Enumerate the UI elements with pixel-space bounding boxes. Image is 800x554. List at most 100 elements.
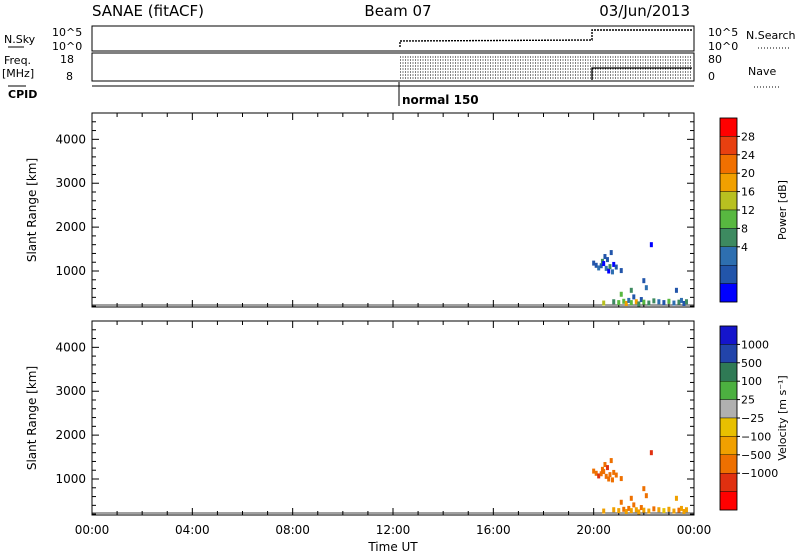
data-point (624, 508, 628, 514)
x-tick-label: 08:00 (275, 523, 310, 537)
colorbar-segment (719, 381, 738, 400)
colorbar-segment (719, 417, 738, 437)
data-point (642, 507, 646, 513)
cpid-text: normal 150 (402, 93, 479, 107)
data-point (605, 465, 609, 471)
nave-tick-high: 80 (708, 53, 722, 66)
y-tick-label: 2000 (55, 220, 86, 234)
data-point (637, 509, 641, 515)
colorbar-segment (719, 473, 738, 492)
data-point (622, 506, 626, 512)
data-point (642, 299, 646, 305)
x-tick-label: 12:00 (376, 523, 411, 537)
colorbar-tick-label: 1000 (741, 338, 769, 351)
data-point (604, 473, 608, 479)
freq-label-1: Freq. (4, 54, 31, 67)
x-tick-label: 20:00 (576, 523, 611, 537)
colorbar-tick-label: 12 (741, 204, 755, 217)
colorbar-tick-label: 100 (741, 375, 762, 388)
data-point (607, 268, 611, 274)
colorbar-label: Velocity [m s⁻¹] (776, 375, 789, 460)
colorbar-segment (719, 172, 738, 192)
data-point (662, 300, 666, 306)
data-point (627, 297, 631, 303)
data-point (644, 285, 648, 291)
data-point (674, 287, 678, 293)
data-point (639, 297, 643, 303)
data-point (672, 508, 676, 514)
data-point (682, 300, 686, 306)
data-point (612, 261, 616, 267)
data-point (667, 506, 671, 512)
data-point (629, 508, 633, 514)
x-axis-label: Time UT (367, 540, 418, 554)
plot-frame (91, 320, 695, 516)
data-point (677, 299, 681, 305)
data-point (603, 254, 607, 260)
freq-tick-high: 18 (60, 53, 74, 66)
data-point (612, 299, 616, 305)
date-title: 03/Jun/2013 (599, 2, 690, 20)
nave-trace-line (591, 67, 692, 80)
colorbar-segment (719, 491, 738, 511)
y-tick-label: 2000 (55, 428, 86, 442)
data-point (639, 505, 643, 511)
freq-nave-trace (400, 56, 692, 80)
beam-title: Beam 07 (364, 2, 431, 20)
data-point (612, 507, 616, 513)
data-point (614, 264, 618, 270)
data-point (662, 508, 666, 514)
data-point (682, 508, 686, 514)
freq-tick-low: 8 (66, 70, 73, 83)
y-tick-label: 1000 (55, 264, 86, 278)
data-point (679, 297, 683, 303)
nsky-label: N.Sky (4, 33, 36, 46)
colorbar-tick-label: −25 (741, 412, 764, 425)
colorbar-segment (719, 246, 738, 266)
y-axis-label: Slant Range [km] (25, 366, 39, 470)
data-point (610, 269, 614, 275)
nsky-trace (399, 29, 692, 47)
nsearch-label: N.Search (746, 29, 796, 42)
data-point (677, 507, 681, 513)
data-point (594, 470, 598, 476)
data-point (619, 291, 623, 297)
y-tick-label: 3000 (55, 384, 86, 398)
colorbar-tick-label: 8 (741, 222, 748, 235)
data-point (592, 468, 596, 474)
data-point (637, 301, 641, 307)
data-point (674, 495, 678, 501)
data-point (607, 476, 611, 482)
y-tick-label: 4000 (55, 340, 86, 354)
data-point (649, 450, 653, 456)
colorbar-tick-label: −100 (741, 430, 771, 443)
data-point (617, 508, 621, 514)
y-tick-label: 3000 (55, 176, 86, 190)
data-point (619, 476, 623, 482)
nave-label: Nave (748, 65, 776, 78)
data-point (647, 300, 651, 306)
data-point (629, 495, 633, 501)
colorbar-label: Power [dB] (776, 180, 789, 240)
colorbar-tick-label: 20 (741, 167, 755, 180)
data-point (629, 300, 633, 306)
colorbar-tick-label: 25 (741, 394, 755, 407)
data-point (657, 507, 661, 513)
data-point (684, 507, 688, 513)
colorbar-tick-label: 4 (741, 241, 748, 254)
colorbar-segment (719, 265, 738, 284)
colorbar-segment (719, 454, 738, 474)
data-point (604, 265, 608, 271)
colorbar-segment (719, 117, 738, 137)
nsearch-tick-high: 10^5 (708, 26, 738, 39)
data-point (647, 508, 651, 514)
data-point (608, 472, 612, 478)
colorbar-tick-label: −1000 (741, 467, 778, 480)
data-point (608, 264, 612, 270)
colorbar-segment (719, 191, 738, 211)
power-panel: 1000 2000 3000 4000 Slant Range [km] 28 24 20 16… (25, 112, 789, 308)
colorbar-tick-label: 16 (741, 186, 755, 199)
colorbar-tick-label: 24 (741, 149, 755, 162)
data-point (629, 287, 633, 293)
